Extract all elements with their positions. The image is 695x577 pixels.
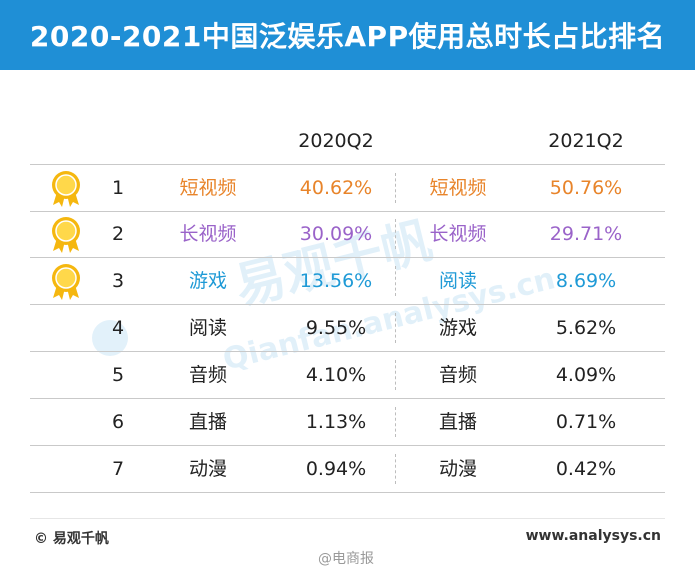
share-value-2020: 40.62% [299, 177, 373, 199]
table-row: 5 音频 4.10% 音频 4.09% [30, 352, 665, 399]
site-url[interactable]: www.analysys.cn [525, 528, 661, 544]
share-value-2021: 8.69% [555, 270, 617, 292]
app-category-2020: 游戏 [188, 270, 227, 292]
share-value-2021: 50.76% [549, 177, 623, 199]
share-value-2020: 30.09% [299, 223, 373, 245]
column-divider [395, 360, 396, 390]
rank-number: 3 [111, 270, 125, 292]
app-category-2020: 音频 [188, 364, 227, 386]
app-category-2021: 阅读 [438, 270, 477, 292]
app-category-2021: 直播 [438, 411, 477, 433]
table-row: 4 阅读 9.55% 游戏 5.62% [30, 305, 665, 352]
share-value-2020: 0.94% [305, 458, 367, 480]
app-category-2021: 音频 [438, 364, 477, 386]
share-value-2021: 5.62% [555, 317, 617, 339]
share-value-2020: 4.10% [305, 364, 367, 386]
column-divider [395, 407, 396, 437]
rank-number: 5 [111, 364, 125, 386]
footer-divider [30, 518, 665, 519]
column-divider [395, 173, 396, 203]
weibo-handle: @电商报 [318, 551, 374, 567]
table-row: 7 动漫 0.94% 动漫 0.42% [30, 446, 665, 493]
share-value-2021: 4.09% [555, 364, 617, 386]
medal-icon [52, 264, 80, 300]
rank-number: 4 [111, 317, 125, 339]
share-value-2021: 0.42% [555, 458, 617, 480]
column-divider [395, 219, 396, 249]
medal-icon [52, 171, 80, 207]
app-category-2021: 动漫 [438, 458, 477, 480]
app-category-2020: 长视频 [179, 223, 237, 245]
app-category-2021: 短视频 [429, 177, 487, 199]
app-category-2021: 游戏 [438, 317, 477, 339]
rank-number: 6 [111, 411, 125, 433]
app-category-2021: 长视频 [429, 223, 487, 245]
column-divider [395, 454, 396, 484]
table-row: 2 长视频 30.09% 长视频 29.71% [30, 211, 665, 258]
table-row: 3 游戏 13.56% 阅读 8.69% [30, 258, 665, 305]
rank-number: 1 [111, 177, 125, 199]
share-value-2020: 13.56% [299, 270, 373, 292]
source-label: © 易观千帆 [34, 531, 109, 547]
column-divider [395, 313, 396, 343]
app-category-2020: 动漫 [188, 458, 227, 480]
column-header-2021: 2021Q2 [548, 130, 624, 152]
share-value-2020: 9.55% [305, 317, 367, 339]
share-value-2021: 29.71% [549, 223, 623, 245]
app-category-2020: 短视频 [179, 177, 237, 199]
share-value-2020: 1.13% [305, 411, 367, 433]
table-row: 6 直播 1.13% 直播 0.71% [30, 399, 665, 446]
page-title: 2020-2021中国泛娱乐APP使用总时长占比排名 [0, 0, 695, 70]
app-category-2020: 直播 [188, 411, 227, 433]
column-divider [395, 266, 396, 296]
table-row: 1 短视频 40.62% 短视频 50.76% [30, 164, 665, 212]
column-header-2020: 2020Q2 [298, 130, 374, 152]
medal-icon [52, 217, 80, 253]
app-category-2020: 阅读 [188, 317, 227, 339]
rank-number: 2 [111, 223, 125, 245]
share-value-2021: 0.71% [555, 411, 617, 433]
rank-number: 7 [111, 458, 125, 480]
